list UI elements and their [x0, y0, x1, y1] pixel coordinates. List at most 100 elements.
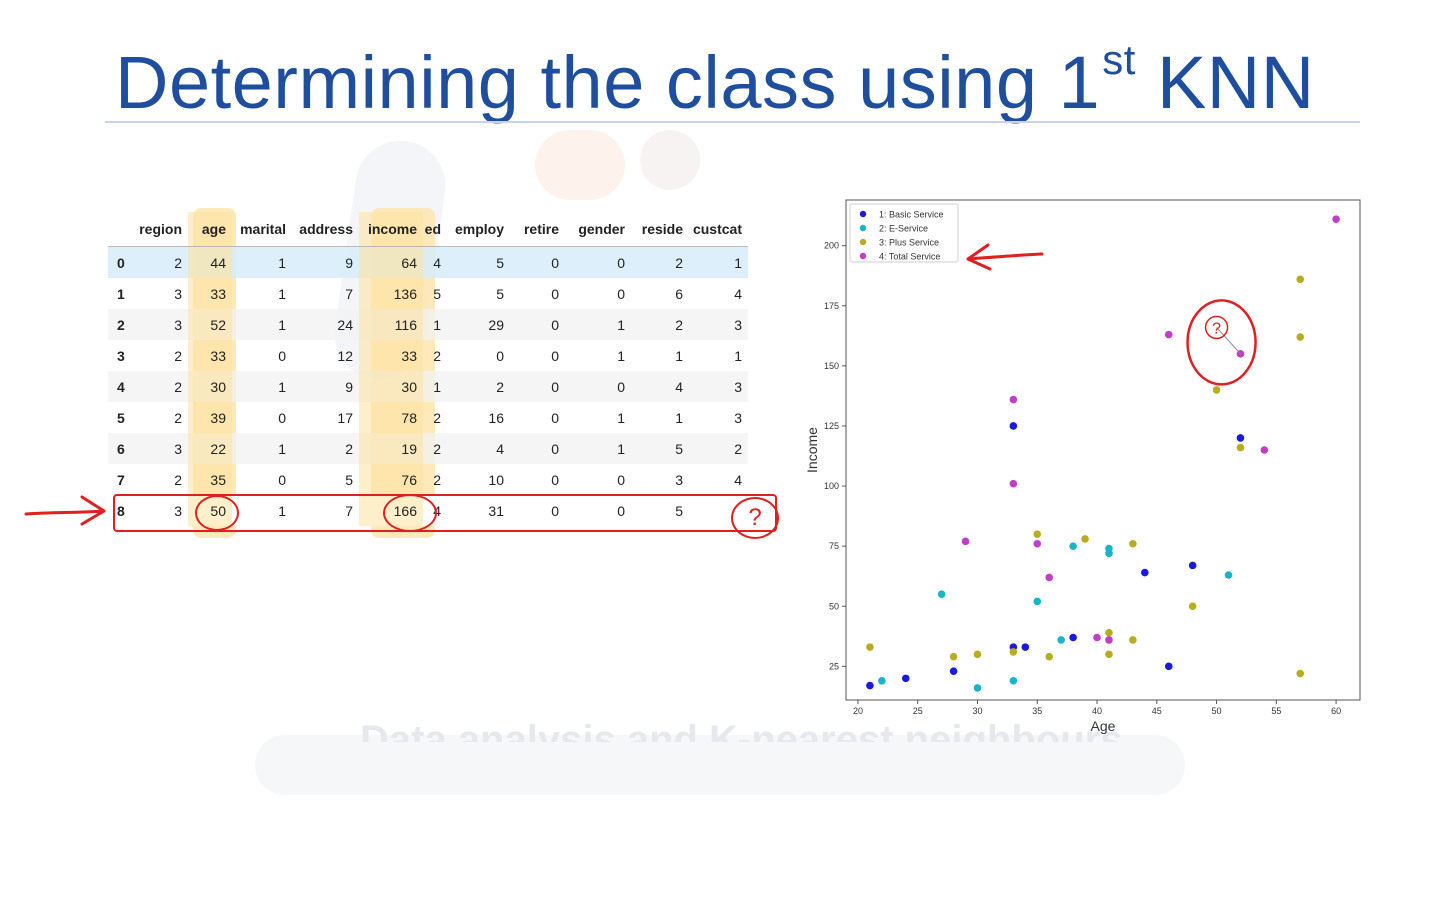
legend-marker [859, 238, 867, 246]
cell-gender: 1 [617, 409, 625, 426]
y-tick-label: 100 [824, 481, 839, 491]
unknown-class-circle [731, 497, 779, 539]
legend-pointer-arrow-icon [966, 243, 1044, 271]
table-body: 0 2 44 1 9 64 4 5 0 0 2 1 1 3 33 1 7 136 5 5 0 0 6 4 2 3 52 1 24 116 1… [108, 246, 748, 526]
cell-income: 64 [359, 246, 423, 278]
data-point [1069, 542, 1077, 550]
title-tail: KNN [1135, 41, 1315, 124]
data-point [1081, 535, 1089, 543]
legend-label: 4: Total Service [879, 252, 940, 262]
cell-age: 39 [188, 402, 232, 433]
query-point-marker [1204, 315, 1229, 340]
data-point [1164, 330, 1173, 339]
cell-age: 30 [188, 371, 232, 402]
data-point [1093, 633, 1101, 642]
column-header-gender: gender [578, 221, 625, 237]
data-point [1105, 650, 1113, 659]
cell-gender: 0 [617, 285, 625, 302]
faded-caption: Data analysis and K-nearest neighbours [360, 720, 1123, 742]
x-tick-label: 30 [972, 706, 982, 716]
x-tick-label: 25 [913, 706, 923, 716]
data-point [937, 590, 946, 599]
cell-retire: 0 [551, 440, 559, 457]
data-point [1009, 422, 1018, 430]
column-header-custcat: custcat [692, 221, 742, 237]
data-point [1236, 443, 1245, 452]
cell-marital: 1 [278, 285, 286, 302]
cell-retire: 0 [551, 409, 559, 426]
cell-age: 22 [188, 433, 232, 464]
background-swoosh [535, 130, 625, 200]
cell-marital: 0 [278, 409, 286, 426]
data-point [973, 650, 982, 659]
cell-marital: 1 [278, 254, 286, 271]
background-swoosh [640, 130, 700, 190]
cell-ed: 2 [433, 471, 441, 488]
cell-custcat: 4 [734, 471, 742, 488]
title-main: Determining the class using 1 [115, 41, 1101, 124]
cell-employ: 10 [488, 471, 504, 488]
cell-marital: 1 [278, 440, 286, 457]
column-header-marital: marital [240, 221, 286, 237]
cell-reside: 6 [675, 285, 683, 302]
cell-gender: 1 [617, 440, 625, 457]
cell-region: 2 [174, 347, 182, 364]
cell-index: 2 [117, 316, 125, 333]
data-point [1033, 539, 1042, 548]
cell-index: 7 [117, 471, 125, 488]
cell-custcat: 3 [734, 316, 742, 333]
legend-box [849, 203, 959, 263]
cell-income: 136 [359, 278, 423, 309]
cell-ed: 2 [433, 347, 441, 364]
cell-retire: 0 [551, 347, 559, 364]
cell-reside: 4 [675, 378, 683, 395]
cell-address: 9 [345, 378, 353, 395]
cell-retire: 0 [551, 502, 559, 519]
data-point [973, 684, 982, 692]
cell-custcat: 3 [734, 409, 742, 426]
data-point [961, 537, 970, 546]
cell-retire: 0 [551, 285, 559, 302]
column-header-index [108, 212, 138, 247]
cell-retire: 0 [551, 316, 559, 333]
data-point [1141, 568, 1149, 577]
cell-ed: 1 [433, 316, 441, 333]
cell-index: 0 [117, 254, 125, 271]
cell-address: 9 [345, 254, 353, 271]
x-tick-label: 40 [1092, 706, 1102, 716]
cell-reside: 1 [675, 409, 683, 426]
cell-ed: 2 [433, 440, 441, 457]
x-tick-label: 45 [1152, 706, 1162, 716]
cell-gender: 0 [617, 378, 625, 395]
data-point [866, 681, 874, 690]
table-row: 6 3 22 1 2 19 2 4 0 1 5 2 [108, 433, 748, 464]
cell-income: 116 [359, 309, 423, 340]
cell-age: 33 [188, 340, 232, 371]
income-value-circle [383, 494, 437, 532]
legend-label: 1: Basic Service [879, 210, 944, 220]
data-point [1236, 434, 1245, 442]
data-point [1105, 636, 1113, 644]
cell-income: 33 [359, 340, 423, 371]
data-point [1188, 602, 1197, 611]
row-pointer-arrow-icon [24, 495, 106, 526]
title-underline [105, 121, 1360, 123]
cell-age: 52 [188, 309, 232, 340]
column-header-region: region [139, 221, 182, 237]
cell-gender: 0 [617, 254, 625, 271]
cell-marital: 1 [278, 316, 286, 333]
table-row: 1 3 33 1 7 136 5 5 0 0 6 4 [108, 278, 748, 309]
cell-index: 3 [117, 347, 125, 364]
data-point [1129, 636, 1137, 644]
cell-reside: 5 [675, 440, 683, 457]
column-header-reside: reside [641, 221, 683, 237]
data-point [949, 667, 958, 675]
cell-region: 3 [174, 285, 182, 302]
table-row: 0 2 44 1 9 64 4 5 0 0 2 1 [108, 246, 748, 278]
data-point [1105, 628, 1113, 637]
customer-data-table: region age marital address income ed employ ret… [108, 212, 748, 526]
data-point [1296, 669, 1305, 678]
y-tick-label: 150 [824, 361, 839, 371]
cell-ed: 4 [433, 502, 441, 519]
table-row: 4 2 30 1 9 30 1 2 0 0 4 3 [108, 371, 748, 402]
